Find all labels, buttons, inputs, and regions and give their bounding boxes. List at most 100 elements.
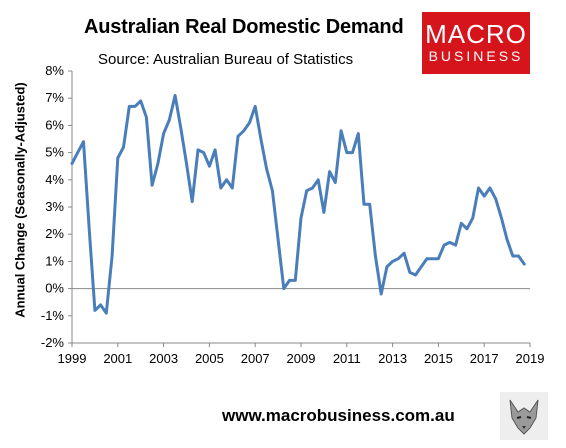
- y-tick-labels: -2% -1% 0% 1% 2% 3% 4% 5% 6% 7% 8%: [41, 63, 65, 350]
- y-tick-label: 0%: [45, 281, 64, 296]
- data-point: [242, 129, 245, 133]
- data-point: [374, 254, 377, 258]
- macrobusiness-logo: MACRO BUSINESS: [422, 12, 530, 74]
- series-line: [70, 94, 526, 315]
- data-point: [208, 165, 211, 168]
- data-point: [397, 257, 400, 260]
- data-point: [145, 116, 148, 119]
- y-tick-label: 8%: [45, 63, 64, 78]
- data-point: [345, 151, 348, 154]
- data-point: [334, 181, 337, 184]
- data-point: [93, 309, 97, 312]
- wolf-logo-icon: [500, 392, 548, 440]
- data-point: [191, 200, 194, 203]
- data-point: [213, 148, 217, 152]
- data-point: [70, 162, 74, 165]
- data-point: [168, 118, 171, 122]
- y-tick-label: 6%: [45, 117, 64, 132]
- data-point: [368, 203, 371, 206]
- data-point: [294, 279, 297, 282]
- data-point: [299, 216, 303, 220]
- data-point: [500, 216, 503, 220]
- series-layer: [70, 94, 526, 315]
- data-point: [505, 238, 509, 241]
- x-tick-label: 2011: [333, 351, 361, 366]
- website-url: www.macrobusiness.com.au: [222, 406, 455, 425]
- data-point: [202, 151, 205, 154]
- data-point: [460, 222, 463, 225]
- data-point: [477, 186, 480, 190]
- data-point: [259, 137, 263, 141]
- logo-line-1: MACRO: [425, 19, 527, 49]
- data-point: [185, 162, 188, 165]
- data-point: [471, 216, 474, 220]
- x-tick-label: 2013: [378, 351, 407, 366]
- data-point: [494, 197, 497, 201]
- data-point: [265, 167, 268, 171]
- data-point: [454, 243, 457, 247]
- data-point: [150, 184, 154, 187]
- data-point: [420, 265, 423, 269]
- data-point: [385, 265, 389, 269]
- data-point: [116, 156, 120, 160]
- data-point: [173, 94, 177, 97]
- data-point: [483, 194, 486, 198]
- data-point: [305, 189, 308, 192]
- x-tick-label: 2003: [149, 351, 178, 366]
- data-point: [162, 132, 165, 135]
- data-point: [316, 178, 320, 181]
- x-tick-label: 2009: [287, 351, 316, 366]
- y-tick-label: 1%: [45, 253, 64, 268]
- data-point: [517, 254, 520, 258]
- data-point: [282, 287, 286, 290]
- data-point: [225, 178, 228, 181]
- data-point: [271, 189, 274, 192]
- data-point: [122, 145, 125, 149]
- data-point: [82, 140, 85, 143]
- y-tick-label: 4%: [45, 172, 64, 187]
- logo-line-2: BUSINESS: [428, 48, 524, 64]
- data-point: [322, 211, 326, 214]
- data-point: [128, 105, 131, 108]
- data-point: [379, 292, 383, 296]
- data-point: [276, 238, 280, 241]
- data-point: [425, 257, 429, 260]
- data-point: [219, 186, 223, 190]
- chart-subtitle: Source: Australian Bureau of Statistics: [98, 51, 354, 68]
- data-point: [133, 105, 137, 108]
- data-point: [448, 241, 452, 244]
- data-point: [488, 186, 492, 190]
- data-point: [431, 257, 434, 260]
- y-tick-label: -2%: [41, 335, 65, 350]
- data-point: [511, 254, 515, 258]
- data-point: [351, 151, 354, 154]
- x-tick-label: 2005: [195, 351, 224, 366]
- data-point: [254, 105, 257, 108]
- data-point: [105, 311, 108, 315]
- data-point: [248, 121, 251, 124]
- chart-title: Australian Real Domestic Demand: [84, 16, 404, 38]
- data-point: [231, 186, 234, 190]
- x-tick-label: 1999: [58, 351, 87, 366]
- data-point: [414, 273, 417, 277]
- data-point: [402, 252, 406, 255]
- x-tick-labels: 1999 2001 2003 2005 2007 2009 2011 2013 2015 2017…: [58, 351, 545, 366]
- x-tick-label: 2017: [470, 351, 499, 366]
- data-point: [76, 151, 79, 154]
- data-point: [339, 129, 343, 133]
- x-tick-label: 2007: [241, 351, 270, 366]
- x-tick-label: 2019: [516, 351, 545, 366]
- data-point: [87, 227, 91, 230]
- data-point: [362, 203, 366, 206]
- data-point: [408, 271, 411, 274]
- y-tick-label: 2%: [45, 226, 64, 241]
- data-point: [328, 170, 331, 173]
- data-point: [139, 99, 142, 103]
- data-point: [156, 162, 160, 165]
- y-tick-label: 3%: [45, 199, 64, 214]
- x-tick-label: 2001: [103, 351, 132, 366]
- y-tick-label: 5%: [45, 145, 64, 160]
- data-point: [311, 186, 314, 190]
